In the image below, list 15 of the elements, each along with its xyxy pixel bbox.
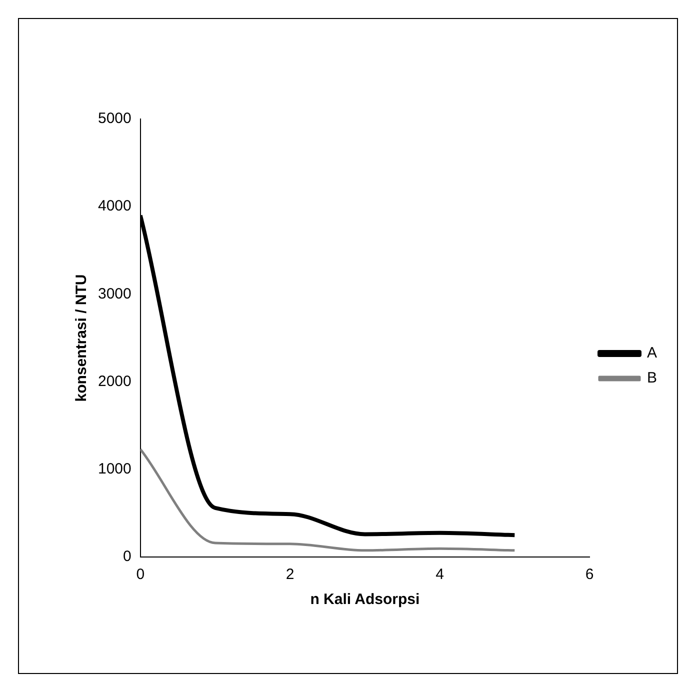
y-tick-label: 4000	[98, 198, 132, 215]
legend-label: A	[646, 344, 658, 362]
x-tick-label: 0	[136, 566, 145, 584]
y-tick-label: 5000	[98, 110, 132, 128]
y-axis-title: konsentrasi / NTU	[73, 274, 90, 402]
line-series	[140, 448, 516, 552]
y-tick-label: 2000	[98, 372, 132, 390]
x-axis-title: n Kali Adsorpsi	[310, 591, 420, 608]
y-tick-label: 3000	[98, 285, 132, 302]
y-tick-label: 0	[123, 548, 132, 566]
legend-label: B	[646, 370, 658, 387]
x-tick-label: 6	[585, 566, 594, 584]
y-tick-label: 1000	[98, 460, 132, 478]
x-tick-label: 4	[436, 566, 444, 584]
x-tick-label: 2	[286, 566, 294, 584]
